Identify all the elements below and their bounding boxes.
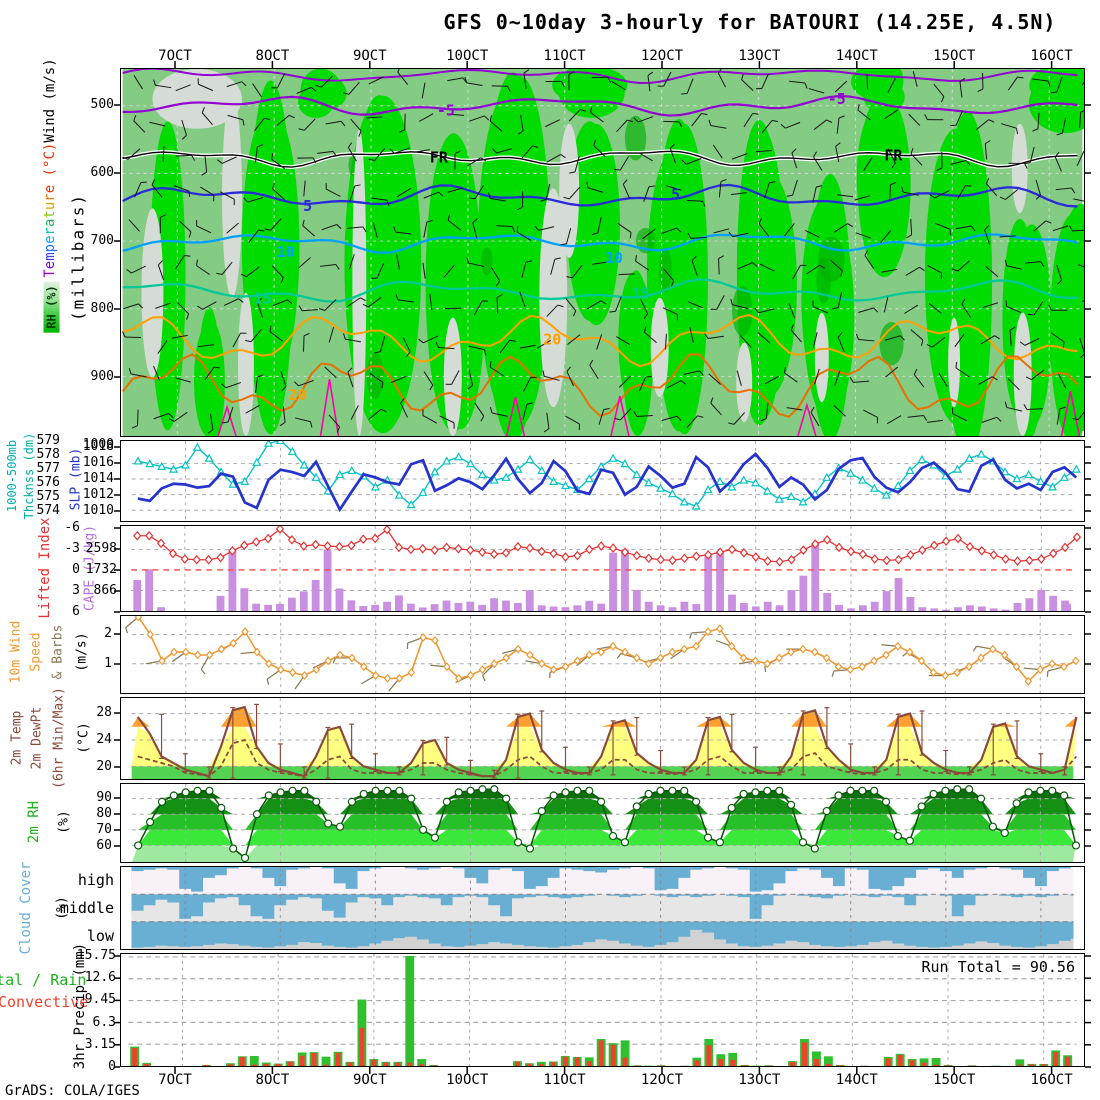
tick-label: 3 [72,583,80,598]
tick-label: 1732 [85,562,117,577]
tick-label: 1010 [82,503,114,518]
rh2m-label: 2m RH [26,800,42,844]
tick-label: 500 [90,97,114,112]
svg-text:15: 15 [254,290,272,308]
grads-credit: GrADS: COLA/IGES [5,1083,140,1099]
day-label: 16OCT [1030,48,1073,64]
tick-label: 1014 [82,471,114,486]
t2m-label-1: 2m Temp [9,710,25,766]
tick-label: -3 [64,541,80,556]
panel-cloud-cover [120,866,1085,950]
svg-text:10: 10 [277,243,295,261]
day-label: 14OCT [835,48,878,64]
precip-total-label: Total / Rain [0,971,87,989]
panel-2m-temp [120,697,1085,780]
tick-label: 1016 [82,455,114,470]
tick-label: -6 [64,520,80,535]
day-label: 7OCT [158,1072,192,1088]
day-label: 7OCT [158,48,192,64]
day-label: 15OCT [933,1072,976,1088]
day-label: 9OCT [352,48,387,64]
panel-10m-wind [120,615,1085,694]
tick-label: 1012 [82,487,114,502]
tick-label: 0 [108,1059,116,1074]
tick-label: 12.6 [84,970,116,986]
tick-label: 80 [96,806,112,821]
tick-label: 1018 [82,439,114,454]
tick-label: middle [59,899,114,917]
svg-text:5: 5 [671,185,680,203]
svg-text:FR: FR [430,148,448,166]
wind10-label-1: 10m Wind [8,620,24,684]
svg-text:5: 5 [303,197,312,215]
tick-label: 600 [90,165,114,180]
tick-label: 6.3 [92,1014,116,1030]
tick-label: 866 [93,583,117,598]
tick-label: 578 [36,447,60,462]
day-label: 13OCT [738,48,781,64]
tick-label: 575 [36,489,60,504]
tick-label: 574 [36,503,60,518]
tick-label: 60 [96,838,112,853]
svg-text:20: 20 [289,386,307,404]
run-total-label: Run Total = 90.56 [921,958,1075,976]
tick-label: 1 [104,656,112,671]
day-label: 15OCT [933,48,976,64]
tick-label: 24 [96,732,112,747]
panel-liftedindex-cape [120,525,1085,612]
tick-label: 2598 [85,541,117,556]
panel-2m-rh [120,783,1085,863]
precip-conv-label: Convective [0,993,89,1011]
panel-precip [120,953,1085,1067]
tick-label: 15.75 [76,947,116,963]
cloud-label: Cloud Cover [18,861,34,955]
tick-label: 579 [36,433,60,448]
day-label: 9OCT [352,1072,387,1088]
tick-label: 3.15 [84,1036,116,1052]
tick-label: 6 [72,604,80,619]
wind10-label-2: Speed [28,632,44,672]
panel-upper-air: -5 -5 FR FR 5 5 10 10 15 15 20 20 [120,68,1085,437]
tick-label: 2 [104,626,112,641]
day-label: 8OCT [255,1072,290,1088]
panel-slp-thickness [120,440,1085,522]
tick-label: 0 [72,562,80,577]
day-label: 10OCT [446,48,489,64]
day-label: 11OCT [543,1072,586,1088]
day-label: 14OCT [835,1072,878,1088]
tick-label: 70 [96,822,112,837]
t2m-label-2: 2m DewPt [29,706,45,770]
tick-label: 900 [90,369,114,384]
tick-label: low [86,927,114,945]
tick-label: high [77,871,114,889]
tick-label: 20 [96,759,112,774]
day-label: 12OCT [640,1072,684,1088]
svg-text:20: 20 [543,330,561,348]
tick-label: 576 [36,475,60,490]
svg-text:FR: FR [884,147,902,165]
tick-label: 1000 [82,437,114,452]
day-label: 12OCT [640,48,684,64]
svg-text:10: 10 [605,249,623,267]
svg-text:-5: -5 [828,90,846,108]
day-label: 10OCT [446,1072,489,1088]
temperature-label: Temperature [42,184,58,278]
day-label: 8OCT [255,48,290,64]
tick-label: 9.45 [84,992,116,1008]
page-title: GFS 0~10day 3-hourly for BATOURI (14.25E… [443,10,1057,34]
day-label: 11OCT [543,48,586,64]
tick-label: 800 [90,301,114,316]
day-label: 13OCT [738,1072,781,1088]
svg-text:-5: -5 [437,102,455,120]
day-label: 16OCT [1030,1072,1073,1088]
svg-text:15: 15 [632,285,650,303]
tick-label: 28 [96,705,112,720]
tick-label: 577 [36,461,60,476]
tick-label: 90 [96,790,112,805]
tick-label: 700 [90,233,114,248]
